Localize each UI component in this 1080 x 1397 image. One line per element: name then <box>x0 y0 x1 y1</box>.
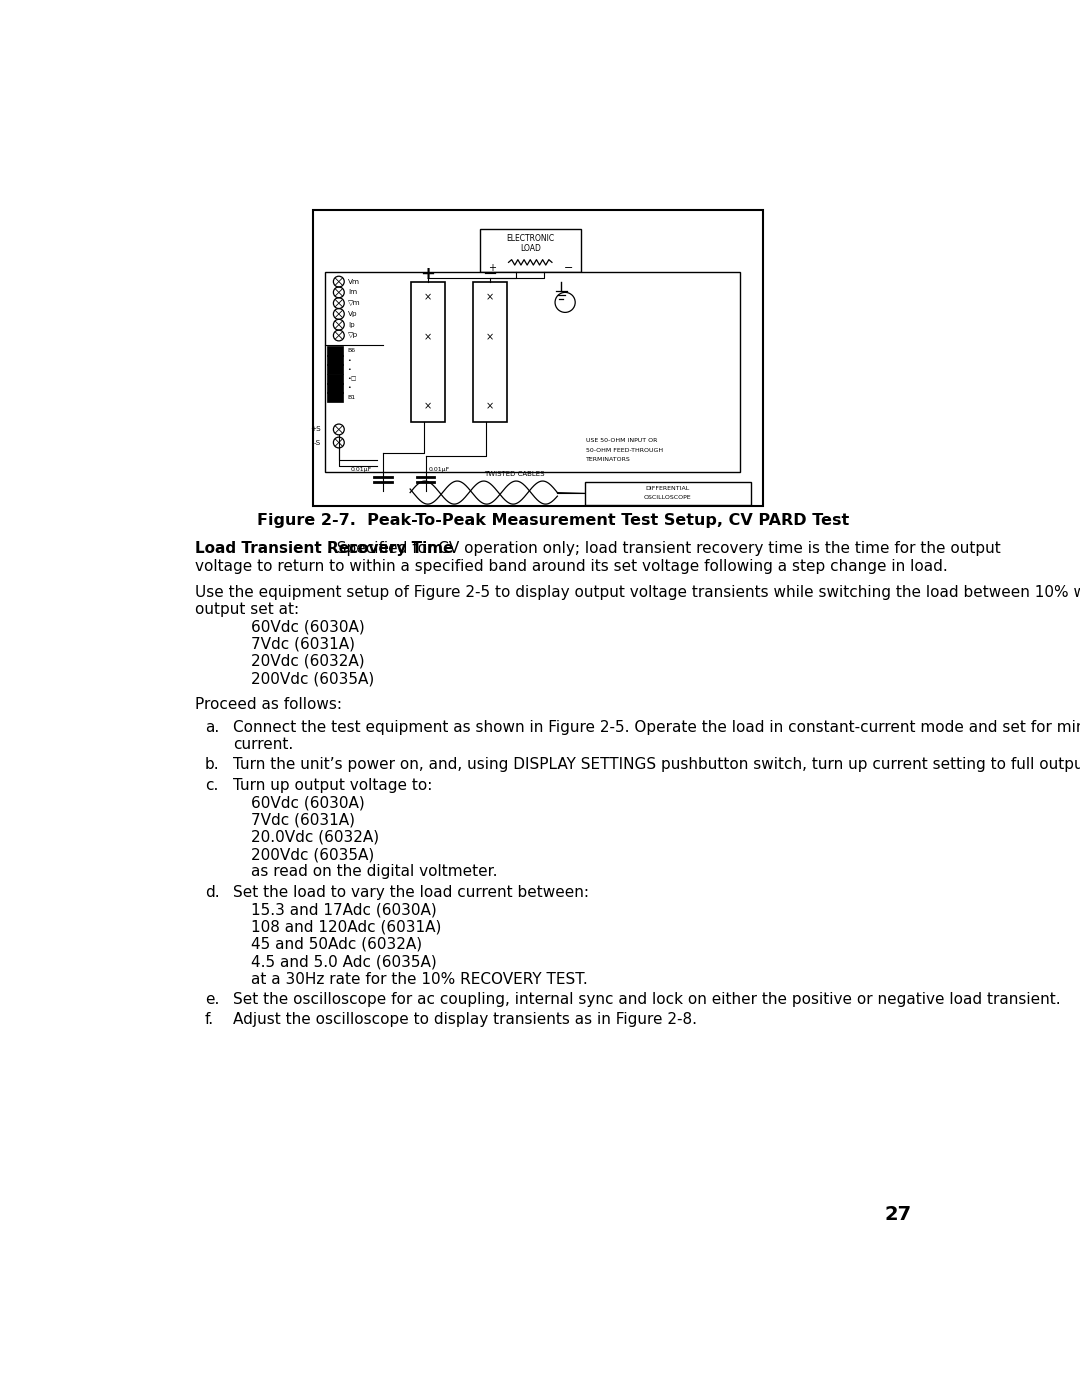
Text: Vp: Vp <box>348 312 357 317</box>
Bar <box>325 271 740 472</box>
Text: +: + <box>488 263 496 272</box>
Text: 45 and 50Adc (6032A): 45 and 50Adc (6032A) <box>252 937 422 951</box>
Text: f.: f. <box>205 1013 214 1027</box>
Text: −: − <box>564 263 572 272</box>
Text: ELECTRONIC: ELECTRONIC <box>507 233 554 243</box>
Text: a.: a. <box>205 719 219 735</box>
Text: 27: 27 <box>885 1206 912 1224</box>
Text: 50-OHM FEED-THROUGH: 50-OHM FEED-THROUGH <box>586 447 663 453</box>
Text: 0.01μF: 0.01μF <box>429 467 450 472</box>
Text: 108 and 120Adc (6031A): 108 and 120Adc (6031A) <box>252 919 442 935</box>
Text: TERMINATORS: TERMINATORS <box>586 457 631 462</box>
Text: ø: ø <box>339 376 342 381</box>
Text: ×: × <box>423 401 432 411</box>
Text: ×: × <box>486 292 494 302</box>
Text: Im: Im <box>348 289 357 295</box>
Text: 15.3 and 17Adc (6030A): 15.3 and 17Adc (6030A) <box>252 902 437 918</box>
Text: Set the oscilloscope for ac coupling, internal sync and lock on either the posit: Set the oscilloscope for ac coupling, in… <box>232 992 1061 1007</box>
Text: 20.0Vdc (6032A): 20.0Vdc (6032A) <box>252 830 379 845</box>
Text: B1: B1 <box>348 394 355 400</box>
Text: 7Vdc (6031A): 7Vdc (6031A) <box>252 813 355 827</box>
Bar <box>327 383 342 393</box>
Text: Turn up output voltage to:: Turn up output voltage to: <box>232 778 432 793</box>
Text: −: − <box>483 265 498 284</box>
Text: Vm: Vm <box>348 278 360 285</box>
Bar <box>327 355 342 365</box>
Text: •: • <box>348 376 351 381</box>
Text: +: + <box>420 265 435 284</box>
Text: 200Vdc (6035A): 200Vdc (6035A) <box>252 671 375 686</box>
Text: e.: e. <box>205 992 219 1007</box>
Text: Load Transient Recovery Time: Load Transient Recovery Time <box>195 541 454 556</box>
Text: •: • <box>348 367 351 372</box>
Text: Use the equipment setup of Figure 2-5 to display output voltage transients while: Use the equipment setup of Figure 2-5 to… <box>195 584 1080 599</box>
Bar <box>327 393 342 402</box>
Text: ×: × <box>423 292 432 302</box>
Bar <box>313 210 762 507</box>
Text: ▽p: ▽p <box>348 332 359 338</box>
Text: ×: × <box>423 332 432 342</box>
Text: 60Vdc (6030A): 60Vdc (6030A) <box>252 619 365 634</box>
Text: 0.01μF: 0.01μF <box>350 467 372 472</box>
Text: LOAD: LOAD <box>519 244 541 253</box>
Text: as read on the digital voltmeter.: as read on the digital voltmeter. <box>252 865 498 880</box>
Text: •: • <box>348 386 351 390</box>
Text: 4.5 and 5.0 Adc (6035A): 4.5 and 5.0 Adc (6035A) <box>252 954 437 970</box>
Bar <box>480 229 581 271</box>
Text: ▽m: ▽m <box>348 300 361 306</box>
Text: Proceed as follows:: Proceed as follows: <box>195 697 342 712</box>
Text: □: □ <box>350 376 355 381</box>
Text: Ip: Ip <box>348 321 355 328</box>
Bar <box>584 482 751 504</box>
Text: OSCILLOSCOPE: OSCILLOSCOPE <box>644 496 691 500</box>
Text: •: • <box>348 358 351 363</box>
Text: Turn the unit’s power on, and, using DISPLAY SETTINGS pushbutton switch, turn up: Turn the unit’s power on, and, using DIS… <box>232 757 1080 773</box>
Text: TWISTED CABLES: TWISTED CABLES <box>485 471 545 478</box>
Text: . Specified for CV operation only; load transient recovery time is the time for : . Specified for CV operation only; load … <box>327 541 1001 556</box>
Text: ×: × <box>486 401 494 411</box>
Text: output set at:: output set at: <box>195 602 299 617</box>
Bar <box>327 365 342 374</box>
Text: +S: +S <box>310 426 321 433</box>
Text: DIFFERENTIAL: DIFFERENTIAL <box>646 486 690 492</box>
Text: 200Vdc (6035A): 200Vdc (6035A) <box>252 847 375 862</box>
Text: -S: -S <box>314 440 321 446</box>
Bar <box>410 282 445 422</box>
Text: Connect the test equipment as shown in Figure 2-5. Operate the load in constant-: Connect the test equipment as shown in F… <box>232 719 1080 735</box>
Text: b.: b. <box>205 757 219 773</box>
Bar <box>473 282 507 422</box>
Bar <box>327 373 342 384</box>
Text: Adjust the oscilloscope to display transients as in Figure 2-8.: Adjust the oscilloscope to display trans… <box>232 1013 697 1027</box>
Text: c.: c. <box>205 778 218 793</box>
Bar <box>327 346 342 356</box>
Text: 7Vdc (6031A): 7Vdc (6031A) <box>252 637 355 651</box>
Text: 60Vdc (6030A): 60Vdc (6030A) <box>252 795 365 810</box>
Text: Figure 2-7.  Peak-To-Peak Measurement Test Setup, CV PARD Test: Figure 2-7. Peak-To-Peak Measurement Tes… <box>257 513 850 528</box>
Text: Set the load to vary the load current between:: Set the load to vary the load current be… <box>232 884 589 900</box>
Text: B6: B6 <box>348 348 355 353</box>
Text: current.: current. <box>232 738 293 752</box>
Text: USE 50-OHM INPUT OR: USE 50-OHM INPUT OR <box>586 439 658 443</box>
Text: 20Vdc (6032A): 20Vdc (6032A) <box>252 654 365 669</box>
Text: at a 30Hz rate for the 10% RECOVERY TEST.: at a 30Hz rate for the 10% RECOVERY TEST… <box>252 971 588 986</box>
Text: ×: × <box>486 332 494 342</box>
Text: voltage to return to within a specified band around its set voltage following a : voltage to return to within a specified … <box>195 559 948 574</box>
Text: d.: d. <box>205 884 219 900</box>
